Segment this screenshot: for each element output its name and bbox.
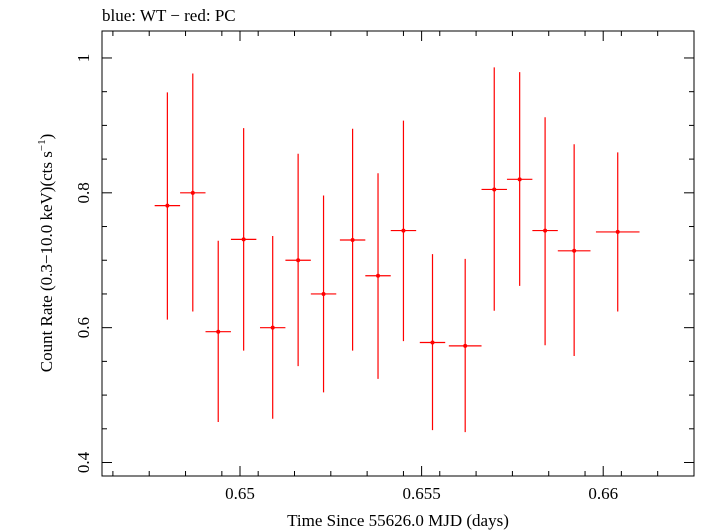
data-marker — [165, 203, 170, 208]
data-points — [154, 67, 640, 433]
data-point — [310, 195, 337, 393]
y-axis-label-superscript: −1 — [36, 139, 48, 151]
y-tick-label: 1 — [74, 54, 93, 63]
chart-title: blue: WT − red: PC — [102, 6, 236, 25]
y-axis-label-main: Count Rate (0.3−10.0 keV)(cts s — [37, 151, 56, 372]
plot-frame — [101, 30, 695, 477]
data-point — [481, 67, 507, 311]
data-point — [339, 128, 366, 351]
data-marker — [615, 229, 620, 234]
y-tick-label: 0.4 — [74, 451, 93, 473]
data-point — [419, 254, 446, 431]
y-axis-label: Count Rate (0.3−10.0 keV)(cts s−1) — [36, 134, 56, 373]
data-point — [230, 128, 257, 351]
data-point — [390, 120, 417, 342]
data-marker — [572, 248, 577, 253]
x-tick-label: 0.65 — [225, 484, 255, 503]
y-tick-label: 0.6 — [74, 317, 93, 338]
data-marker — [321, 291, 326, 296]
data-marker — [463, 343, 468, 348]
data-point — [180, 73, 206, 312]
data-point — [506, 72, 533, 286]
data-point — [557, 144, 591, 356]
x-tick-label: 0.66 — [588, 484, 618, 503]
data-marker — [376, 273, 381, 278]
data-point — [448, 258, 482, 433]
data-point — [532, 117, 558, 346]
data-marker — [401, 228, 406, 233]
data-point — [259, 235, 286, 419]
axis-tick-labels: 0.65 0.655 0.66 0.4 0.6 0.8 1 — [74, 54, 618, 503]
data-marker — [492, 187, 497, 192]
data-point — [154, 92, 181, 320]
data-point — [285, 153, 311, 367]
x-axis-label: Time Since 55626.0 MJD (days) — [287, 511, 509, 530]
data-marker — [350, 238, 355, 243]
data-marker — [216, 329, 221, 334]
axis-ticks — [102, 31, 695, 476]
data-marker — [270, 325, 275, 330]
data-marker — [296, 258, 301, 263]
data-marker — [190, 190, 195, 195]
data-marker — [241, 237, 246, 242]
data-point — [595, 152, 640, 312]
data-point — [205, 240, 231, 423]
data-marker — [430, 340, 435, 345]
y-tick-label: 0.8 — [74, 182, 93, 203]
data-marker — [517, 177, 522, 182]
x-tick-label: 0.655 — [402, 484, 440, 503]
y-axis-label-close: ) — [37, 134, 56, 140]
data-marker — [543, 228, 548, 233]
data-point — [365, 173, 391, 379]
